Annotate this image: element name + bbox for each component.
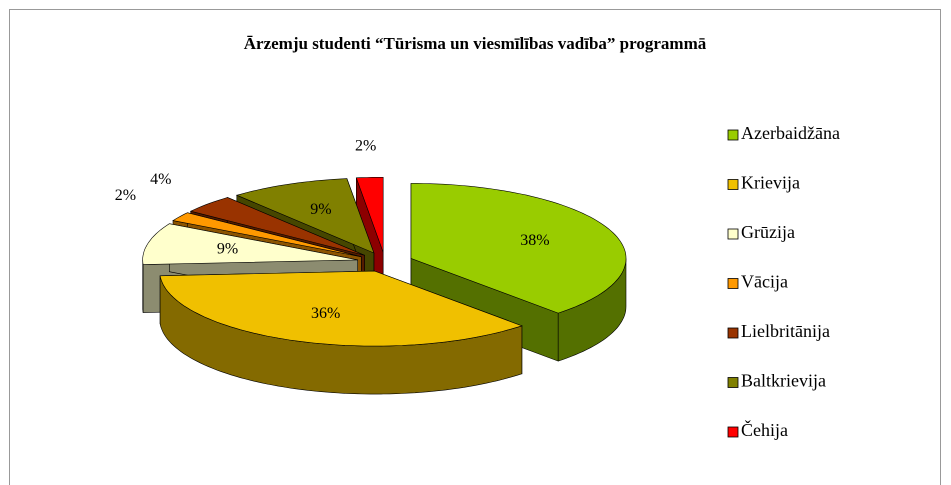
slice-top	[410, 183, 627, 314]
legend-label: Baltkrievija	[741, 371, 826, 391]
slice-top	[159, 270, 523, 347]
legend-label: Lielbritānija	[741, 321, 830, 341]
data-label: 2%	[115, 187, 136, 204]
slice-top	[142, 223, 358, 265]
slice-top	[189, 197, 365, 256]
legend-swatch	[727, 228, 739, 240]
data-label: 9%	[217, 240, 238, 257]
data-label: 38%	[520, 232, 549, 249]
data-label: 4%	[150, 171, 171, 188]
legend-swatch	[727, 129, 739, 141]
legend-label: Azerbaidžāna	[741, 123, 840, 143]
legend-label: Vācija	[741, 272, 788, 292]
legend-swatch	[727, 179, 739, 190]
legend-label: Krievija	[741, 173, 800, 193]
data-label: 9%	[310, 201, 331, 218]
legend-swatch	[727, 377, 739, 388]
data-label: 36%	[311, 305, 340, 322]
chart-border	[9, 9, 941, 485]
legend-label: Čehija	[741, 419, 788, 440]
slice-top	[355, 177, 384, 253]
slice-top	[172, 212, 362, 258]
slice-top	[235, 178, 375, 254]
chart-title: Ārzemju studenti “Tūrisma un viesmīlības…	[244, 34, 707, 53]
data-label: 2%	[355, 138, 376, 155]
legend-label: Grūzija	[741, 222, 795, 242]
legend-swatch	[727, 278, 739, 289]
slice	[159, 270, 523, 395]
legend-swatch	[727, 327, 739, 339]
legend-swatch	[727, 426, 739, 438]
slice	[355, 177, 384, 301]
